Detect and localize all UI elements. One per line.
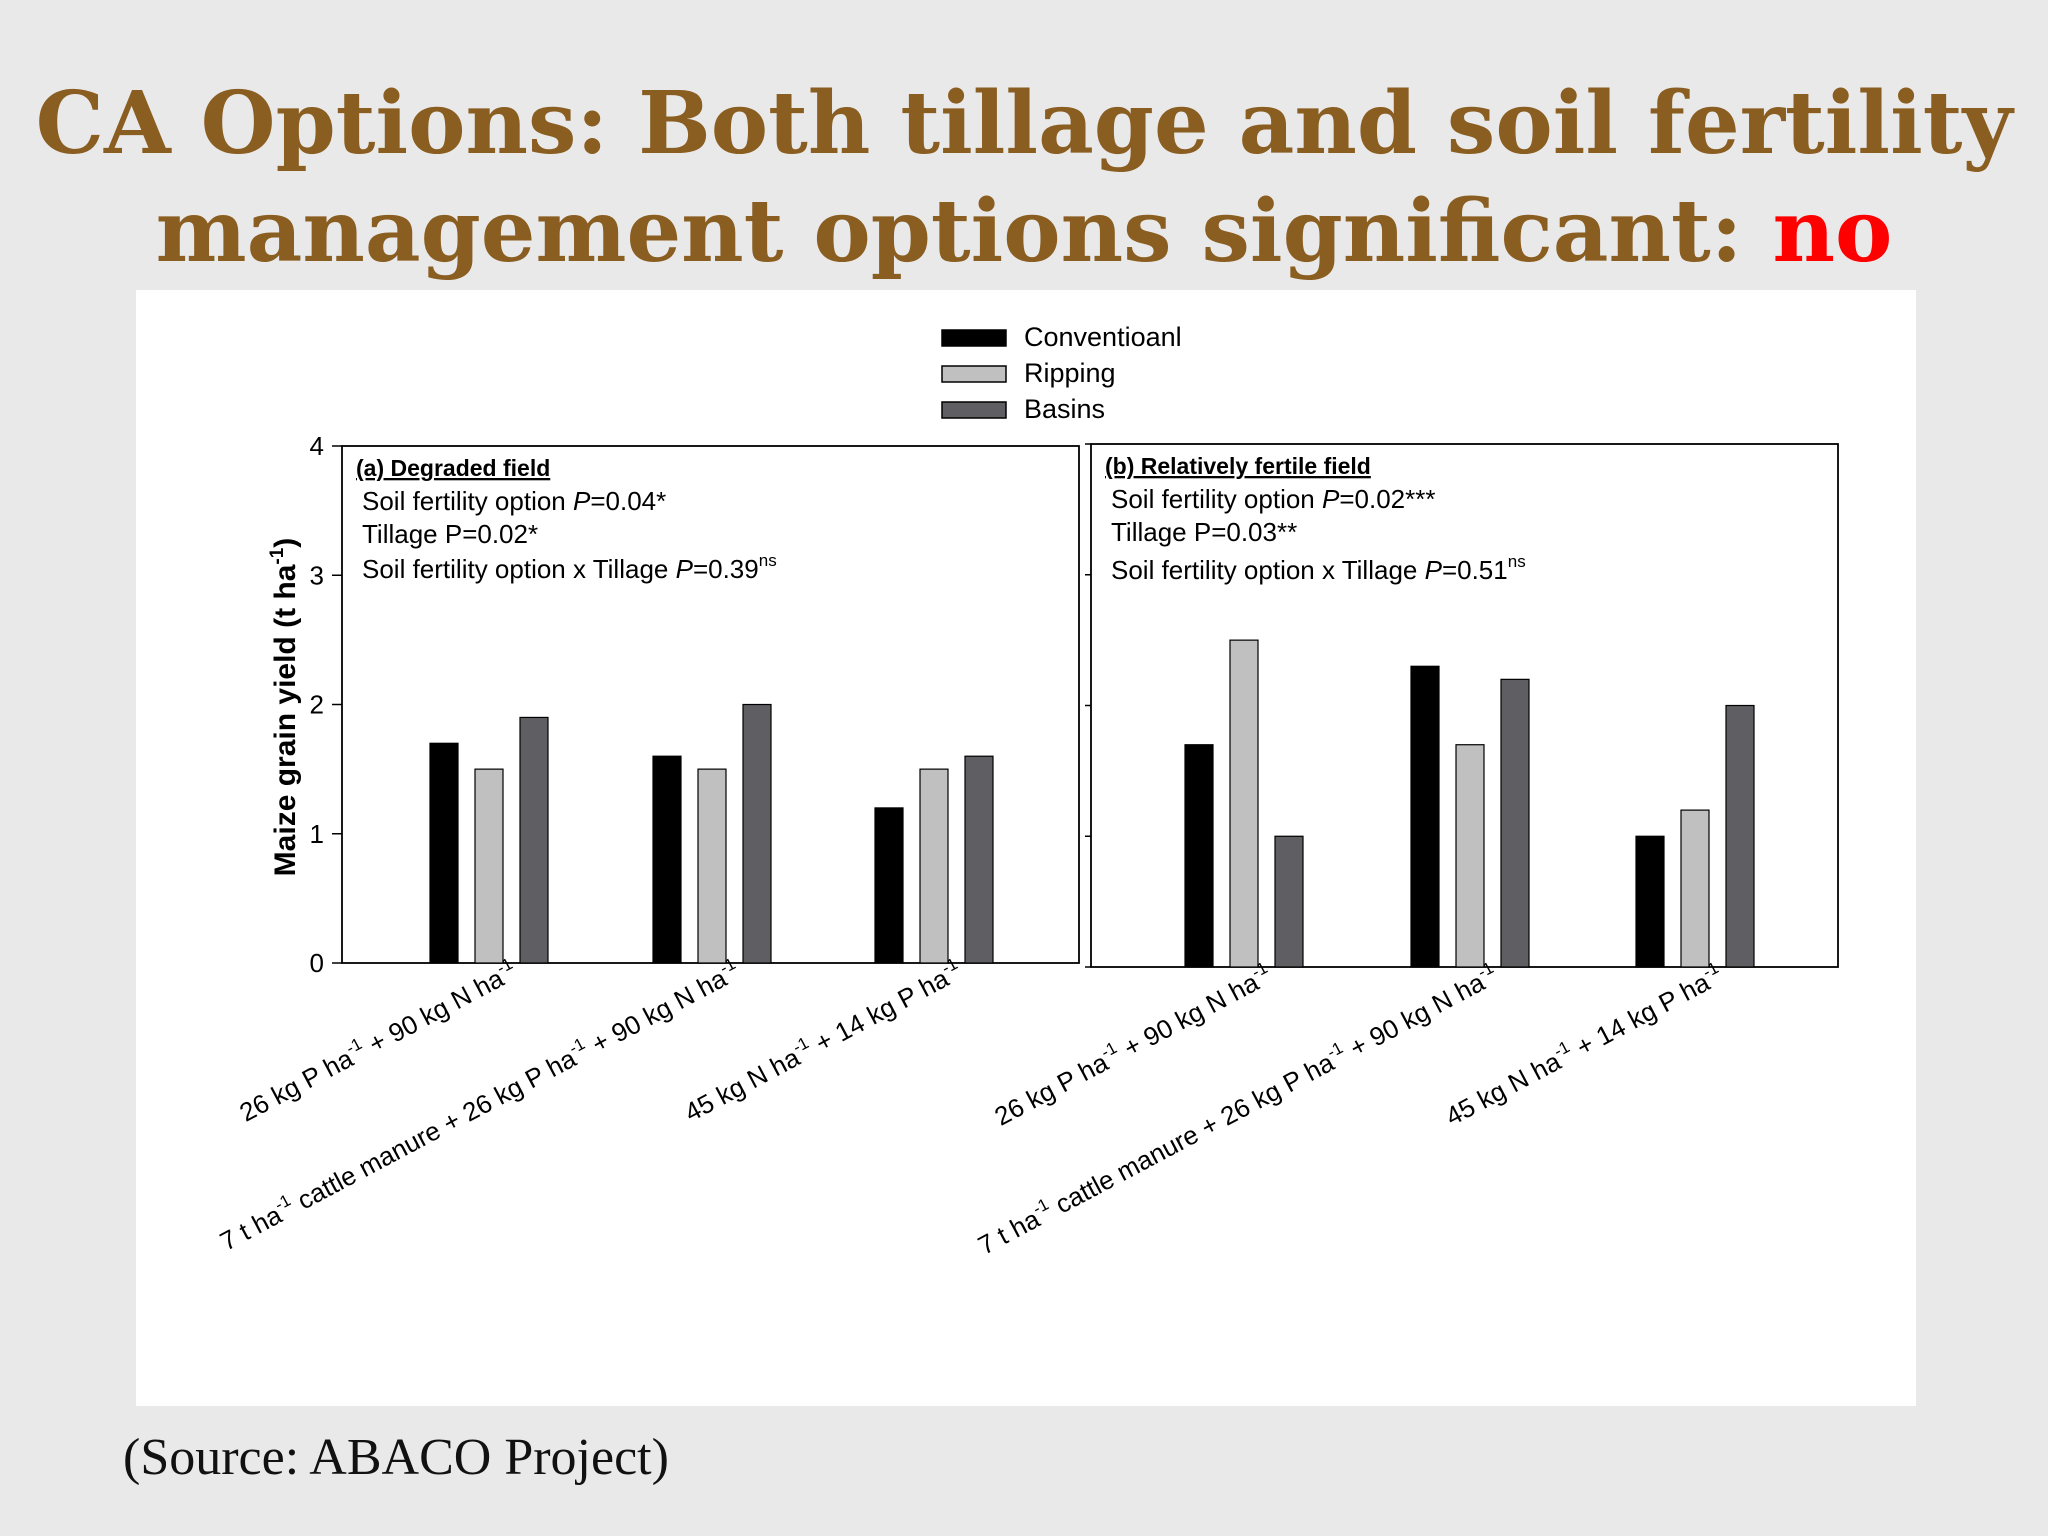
source-note: (Source: ABACO Project) (123, 1429, 669, 1486)
legend: Conventioanl Ripping Basins (941, 322, 1182, 424)
bar (652, 755, 682, 964)
chart-figure: Conventioanl Ripping Basins 0 1 2 3 4 Maize grai… (136, 290, 1916, 1406)
bar (697, 768, 727, 964)
panel-degraded: (a) Degraded field Soil fertility option … (215, 445, 1080, 1256)
panel-stat-line: Soil fertility option P=0.04* (362, 486, 666, 516)
y-axis: 0 1 2 3 4 (310, 431, 342, 978)
y-tick-label: 0 (310, 948, 324, 978)
y-tick-label: 1 (310, 819, 324, 849)
bar (1455, 744, 1485, 968)
panel-stat-line: Tillage P=0.02* (362, 519, 538, 549)
panel-stat-line: Soil fertility option P=0.02*** (1111, 484, 1435, 514)
bar (1410, 665, 1440, 968)
bar (1635, 835, 1665, 968)
bar (1500, 678, 1530, 968)
y-tick-label: 3 (310, 560, 324, 590)
bar (1680, 809, 1710, 968)
y-axis-label: Maize grain yield (t ha-1) (267, 538, 302, 877)
bar (1184, 744, 1214, 968)
bar (1274, 835, 1304, 968)
bar (474, 768, 504, 964)
bar (1229, 639, 1259, 968)
yield-bar-chart: Conventioanl Ripping Basins 0 1 2 3 4 Maize grai… (215, 322, 1839, 1260)
bar (874, 807, 904, 964)
bar (1725, 704, 1755, 968)
panel-stat-line: Tillage P=0.03** (1111, 517, 1297, 547)
panel-stat-line: Soil fertility option x Tillage P=0.51ns (1111, 552, 1526, 585)
bar (519, 716, 549, 964)
bar (742, 703, 772, 964)
y-tick-label: 4 (310, 431, 324, 461)
bar (919, 768, 949, 964)
bar (429, 742, 459, 964)
panel-fertile: (b) Relatively fertile field Soil fertili… (973, 443, 1839, 1260)
y-tick-label: 2 (310, 690, 324, 720)
legend-swatch (941, 401, 1007, 419)
panel-stat-line: Soil fertility option x Tillage P=0.39ns (362, 551, 777, 584)
legend-label: Conventioanl (1024, 322, 1182, 352)
slide-title-line1: CA Options: Both tillage and soil fertil… (35, 73, 2013, 174)
legend-label: Ripping (1024, 358, 1116, 388)
legend-swatch (941, 365, 1007, 383)
legend-swatch (941, 329, 1007, 347)
panel-title: (b) Relatively fertile field (1105, 453, 1371, 479)
bar (964, 755, 994, 964)
slide-title-line2: management options significant: (155, 181, 1773, 282)
legend-label: Basins (1024, 394, 1105, 424)
panel-title: (a) Degraded field (356, 455, 550, 481)
